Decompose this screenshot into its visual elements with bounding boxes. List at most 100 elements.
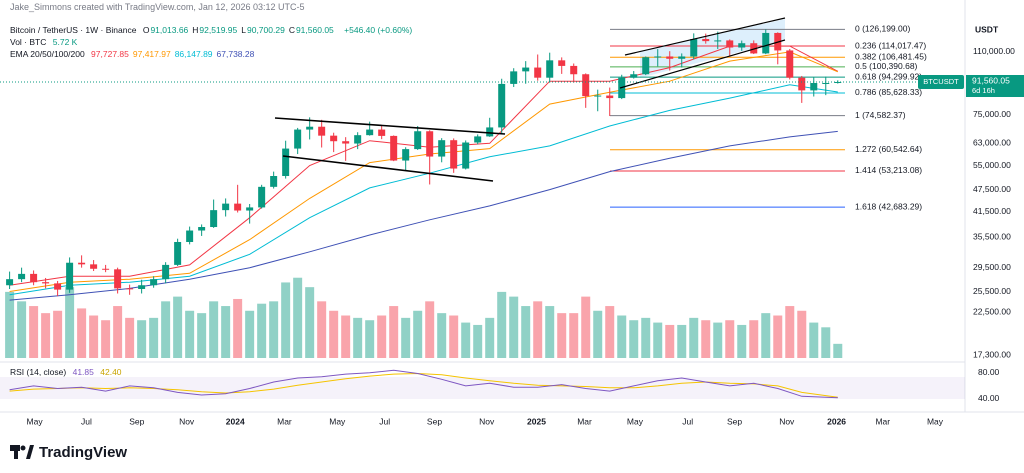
ohlc: O91,013.66 H92,519.95 L90,700.29 C91,560.05	[143, 25, 338, 35]
x-tick-label: Sep	[129, 416, 144, 426]
candle-body	[402, 149, 410, 161]
fib-label: 0.236 (114,017.47)	[855, 40, 926, 50]
candle-body	[282, 148, 290, 177]
candle-body	[678, 56, 686, 59]
volume-layer	[5, 277, 843, 358]
ema-value: 86,147.89	[174, 49, 213, 59]
volume-bar	[437, 313, 447, 358]
volume-bar	[809, 322, 819, 358]
volume-bar	[221, 306, 231, 358]
x-tick-label: May	[627, 416, 644, 426]
volume-bar	[701, 320, 711, 358]
fib-label: 1 (74,582.37)	[855, 110, 906, 120]
candle-body	[630, 74, 638, 78]
volume-bar	[641, 317, 651, 358]
volume-bar	[725, 320, 735, 358]
volume-bar	[305, 287, 315, 358]
candle-body	[726, 40, 734, 48]
fib-label: 0.618 (94,299.92)	[855, 71, 922, 81]
credit: Jake_Simmons created with TradingView.co…	[10, 2, 305, 12]
fib-label: 1.414 (53,213.08)	[855, 165, 922, 175]
candle-body	[390, 135, 398, 161]
countdown-label: 6d 16h	[972, 86, 995, 95]
candle-body	[150, 279, 158, 286]
volume-bar	[497, 291, 507, 358]
candle-body	[786, 50, 794, 78]
candle-body	[822, 82, 830, 84]
logo-shape	[20, 445, 26, 451]
trend-line	[624, 17, 786, 56]
price-tag	[966, 75, 1024, 98]
volume-bar	[449, 315, 459, 358]
candle-body	[306, 126, 314, 130]
ema-line	[9, 130, 838, 301]
x-tick-label: 2025	[527, 416, 546, 426]
volume-bar	[377, 315, 387, 358]
fib-label: 1.272 (60,542.64)	[855, 144, 922, 154]
ohlc-key: L	[241, 25, 246, 35]
y-tick-label: 55,000.00	[973, 160, 1011, 170]
volume-bar	[749, 320, 759, 358]
price-tag-label: 91,560.05	[972, 75, 1010, 85]
candle-body	[354, 135, 362, 144]
axis-layer: 110,000.00 75,000.00 63,000.00 55,000.00 47,…	[0, 46, 1024, 426]
y-tick-label: 29,500.00	[973, 262, 1011, 272]
volume-bar	[53, 310, 63, 358]
volume-bar	[473, 324, 483, 358]
candle-body	[210, 210, 218, 228]
candle-body	[54, 283, 62, 290]
candle-body	[462, 142, 470, 169]
logo-shape	[14, 445, 18, 459]
volume-bar	[269, 301, 279, 358]
volume-bar	[509, 296, 519, 358]
symbol-tag-label: BTCUSDT	[923, 77, 959, 86]
volume-bar	[833, 343, 843, 358]
ohlc-key: O	[142, 25, 150, 35]
candle-body	[42, 282, 50, 284]
candle-body	[114, 269, 122, 289]
candle-body	[66, 262, 74, 290]
candle-body	[810, 83, 818, 91]
candle-body	[702, 39, 710, 42]
ema-value: 67,738.28	[216, 49, 255, 59]
fib-label: 0.382 (106,481.45)	[855, 52, 927, 62]
trend-line	[274, 117, 506, 135]
symbol-tag	[918, 75, 964, 90]
candle-body	[162, 264, 170, 280]
volume-bar	[281, 282, 291, 358]
volume-value: 5.72 K	[52, 37, 78, 47]
candle-body	[294, 129, 302, 149]
trend-line	[282, 155, 494, 182]
rsi-line	[9, 369, 838, 399]
candle-body	[78, 262, 86, 265]
x-tick-label: Mar	[875, 416, 890, 426]
y-tick-label: 47,500.00	[973, 184, 1011, 194]
y-tick-label: 63,000.00	[973, 138, 1011, 148]
candle-body	[582, 74, 590, 97]
rsi-tick-label: 40.00	[978, 393, 1000, 403]
volume-bar	[425, 301, 435, 358]
candle-body	[90, 264, 98, 269]
candle-body	[102, 268, 110, 270]
x-tick-label: Jul	[379, 416, 390, 426]
x-tick-label: Jul	[81, 416, 92, 426]
candle-body	[762, 32, 770, 54]
volume-bar	[65, 287, 75, 358]
y-tick-label: 22,500.00	[973, 306, 1011, 316]
candle-body	[642, 57, 650, 75]
rsi-value: 41.85	[72, 367, 94, 377]
candle-body	[558, 60, 566, 66]
x-tick-label: Mar	[577, 416, 592, 426]
candle-body	[522, 67, 530, 72]
ohlc-value: 92,519.95	[199, 25, 238, 35]
price-axis-unit: USDT	[975, 24, 999, 34]
volume-legend: Vol · BTC 5.72 K	[10, 37, 81, 47]
fib-label: 1.618 (42,683.29)	[855, 201, 922, 211]
candle-body	[666, 56, 674, 59]
ohlc-value: 90,700.29	[246, 25, 285, 35]
candle-body	[594, 95, 602, 97]
volume-bar	[653, 322, 663, 358]
volume-bar	[209, 301, 219, 358]
candle-body	[246, 207, 254, 211]
candle-body	[366, 129, 374, 136]
